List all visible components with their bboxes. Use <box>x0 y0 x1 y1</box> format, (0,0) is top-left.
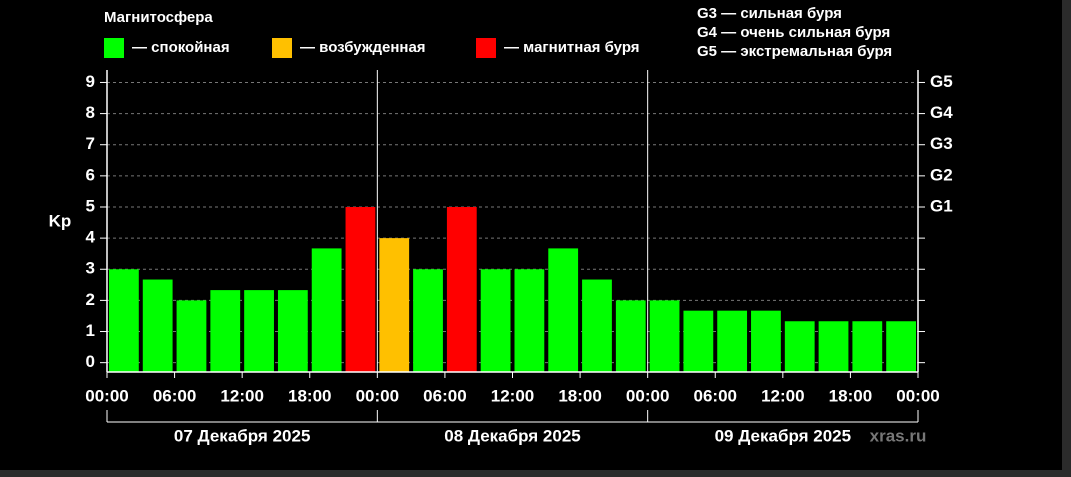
x-tick-label: 06:00 <box>423 386 466 405</box>
legend-swatch <box>476 38 496 58</box>
bar <box>852 321 883 372</box>
bar <box>784 321 815 372</box>
bar <box>818 321 849 372</box>
legend-label: — спокойная <box>132 39 230 56</box>
x-tick-label: 00:00 <box>626 386 669 405</box>
bar <box>244 290 274 372</box>
x-tick-label: 00:00 <box>896 386 939 405</box>
y2-tick-label: G3 <box>930 134 953 153</box>
day-label: 08 Декабря 2025 <box>444 426 581 445</box>
y-tick-label: 9 <box>86 72 95 91</box>
y-tick-label: 3 <box>86 259 95 278</box>
y2-tick-label: G5 <box>930 72 953 91</box>
x-tick-label: 06:00 <box>694 386 737 405</box>
x-tick-label: 12:00 <box>491 386 534 405</box>
x-tick-label: 00:00 <box>85 386 128 405</box>
x-tick-label: 18:00 <box>558 386 601 405</box>
legend-label: — магнитная буря <box>504 39 640 56</box>
y-tick-label: 7 <box>86 134 95 153</box>
y-tick-label: 1 <box>86 321 95 340</box>
scale-note: G4 — очень сильная буря <box>697 24 890 41</box>
x-tick-label: 18:00 <box>829 386 872 405</box>
bar <box>582 279 612 372</box>
bar <box>649 300 680 372</box>
bar <box>480 269 511 372</box>
legend-swatch <box>272 38 292 58</box>
bar <box>379 238 410 372</box>
bar <box>311 248 342 372</box>
day-label: 07 Декабря 2025 <box>174 426 311 445</box>
y-tick-label: 8 <box>86 103 95 122</box>
y-tick-label: 5 <box>86 196 95 215</box>
legend-swatch <box>104 38 124 58</box>
watermark: xras.ru <box>870 426 927 445</box>
bar <box>176 300 207 372</box>
bar <box>210 290 241 372</box>
bar <box>683 310 714 372</box>
legend-title: Магнитосфера <box>104 9 213 26</box>
bar <box>717 310 748 372</box>
y-tick-label: 6 <box>86 165 95 184</box>
bar <box>751 310 781 372</box>
x-tick-label: 00:00 <box>356 386 399 405</box>
bar <box>413 269 443 372</box>
x-tick-label: 06:00 <box>153 386 196 405</box>
x-tick-label: 12:00 <box>761 386 804 405</box>
y2-tick-label: G1 <box>930 196 953 215</box>
day-label: 09 Декабря 2025 <box>715 426 852 445</box>
y-tick-label: 0 <box>86 352 95 371</box>
x-tick-label: 18:00 <box>288 386 331 405</box>
bar <box>345 206 376 372</box>
x-tick-label: 12:00 <box>220 386 263 405</box>
y2-tick-label: G2 <box>930 165 953 184</box>
y-tick-label: 4 <box>86 228 96 247</box>
bar <box>548 248 579 372</box>
bar <box>514 269 545 372</box>
bar <box>615 300 646 372</box>
y-tick-label: 2 <box>86 290 95 309</box>
bar <box>446 206 477 372</box>
bar <box>142 279 173 372</box>
background <box>0 0 1062 470</box>
bar <box>109 269 139 372</box>
bar <box>277 290 308 372</box>
bar <box>886 321 916 372</box>
scale-note: G3 — сильная буря <box>697 5 842 22</box>
scale-note: G5 — экстремальная буря <box>697 43 892 60</box>
y2-tick-label: G4 <box>930 103 953 122</box>
y-axis-label: Kp <box>49 211 72 230</box>
legend-label: — возбужденная <box>300 39 426 56</box>
